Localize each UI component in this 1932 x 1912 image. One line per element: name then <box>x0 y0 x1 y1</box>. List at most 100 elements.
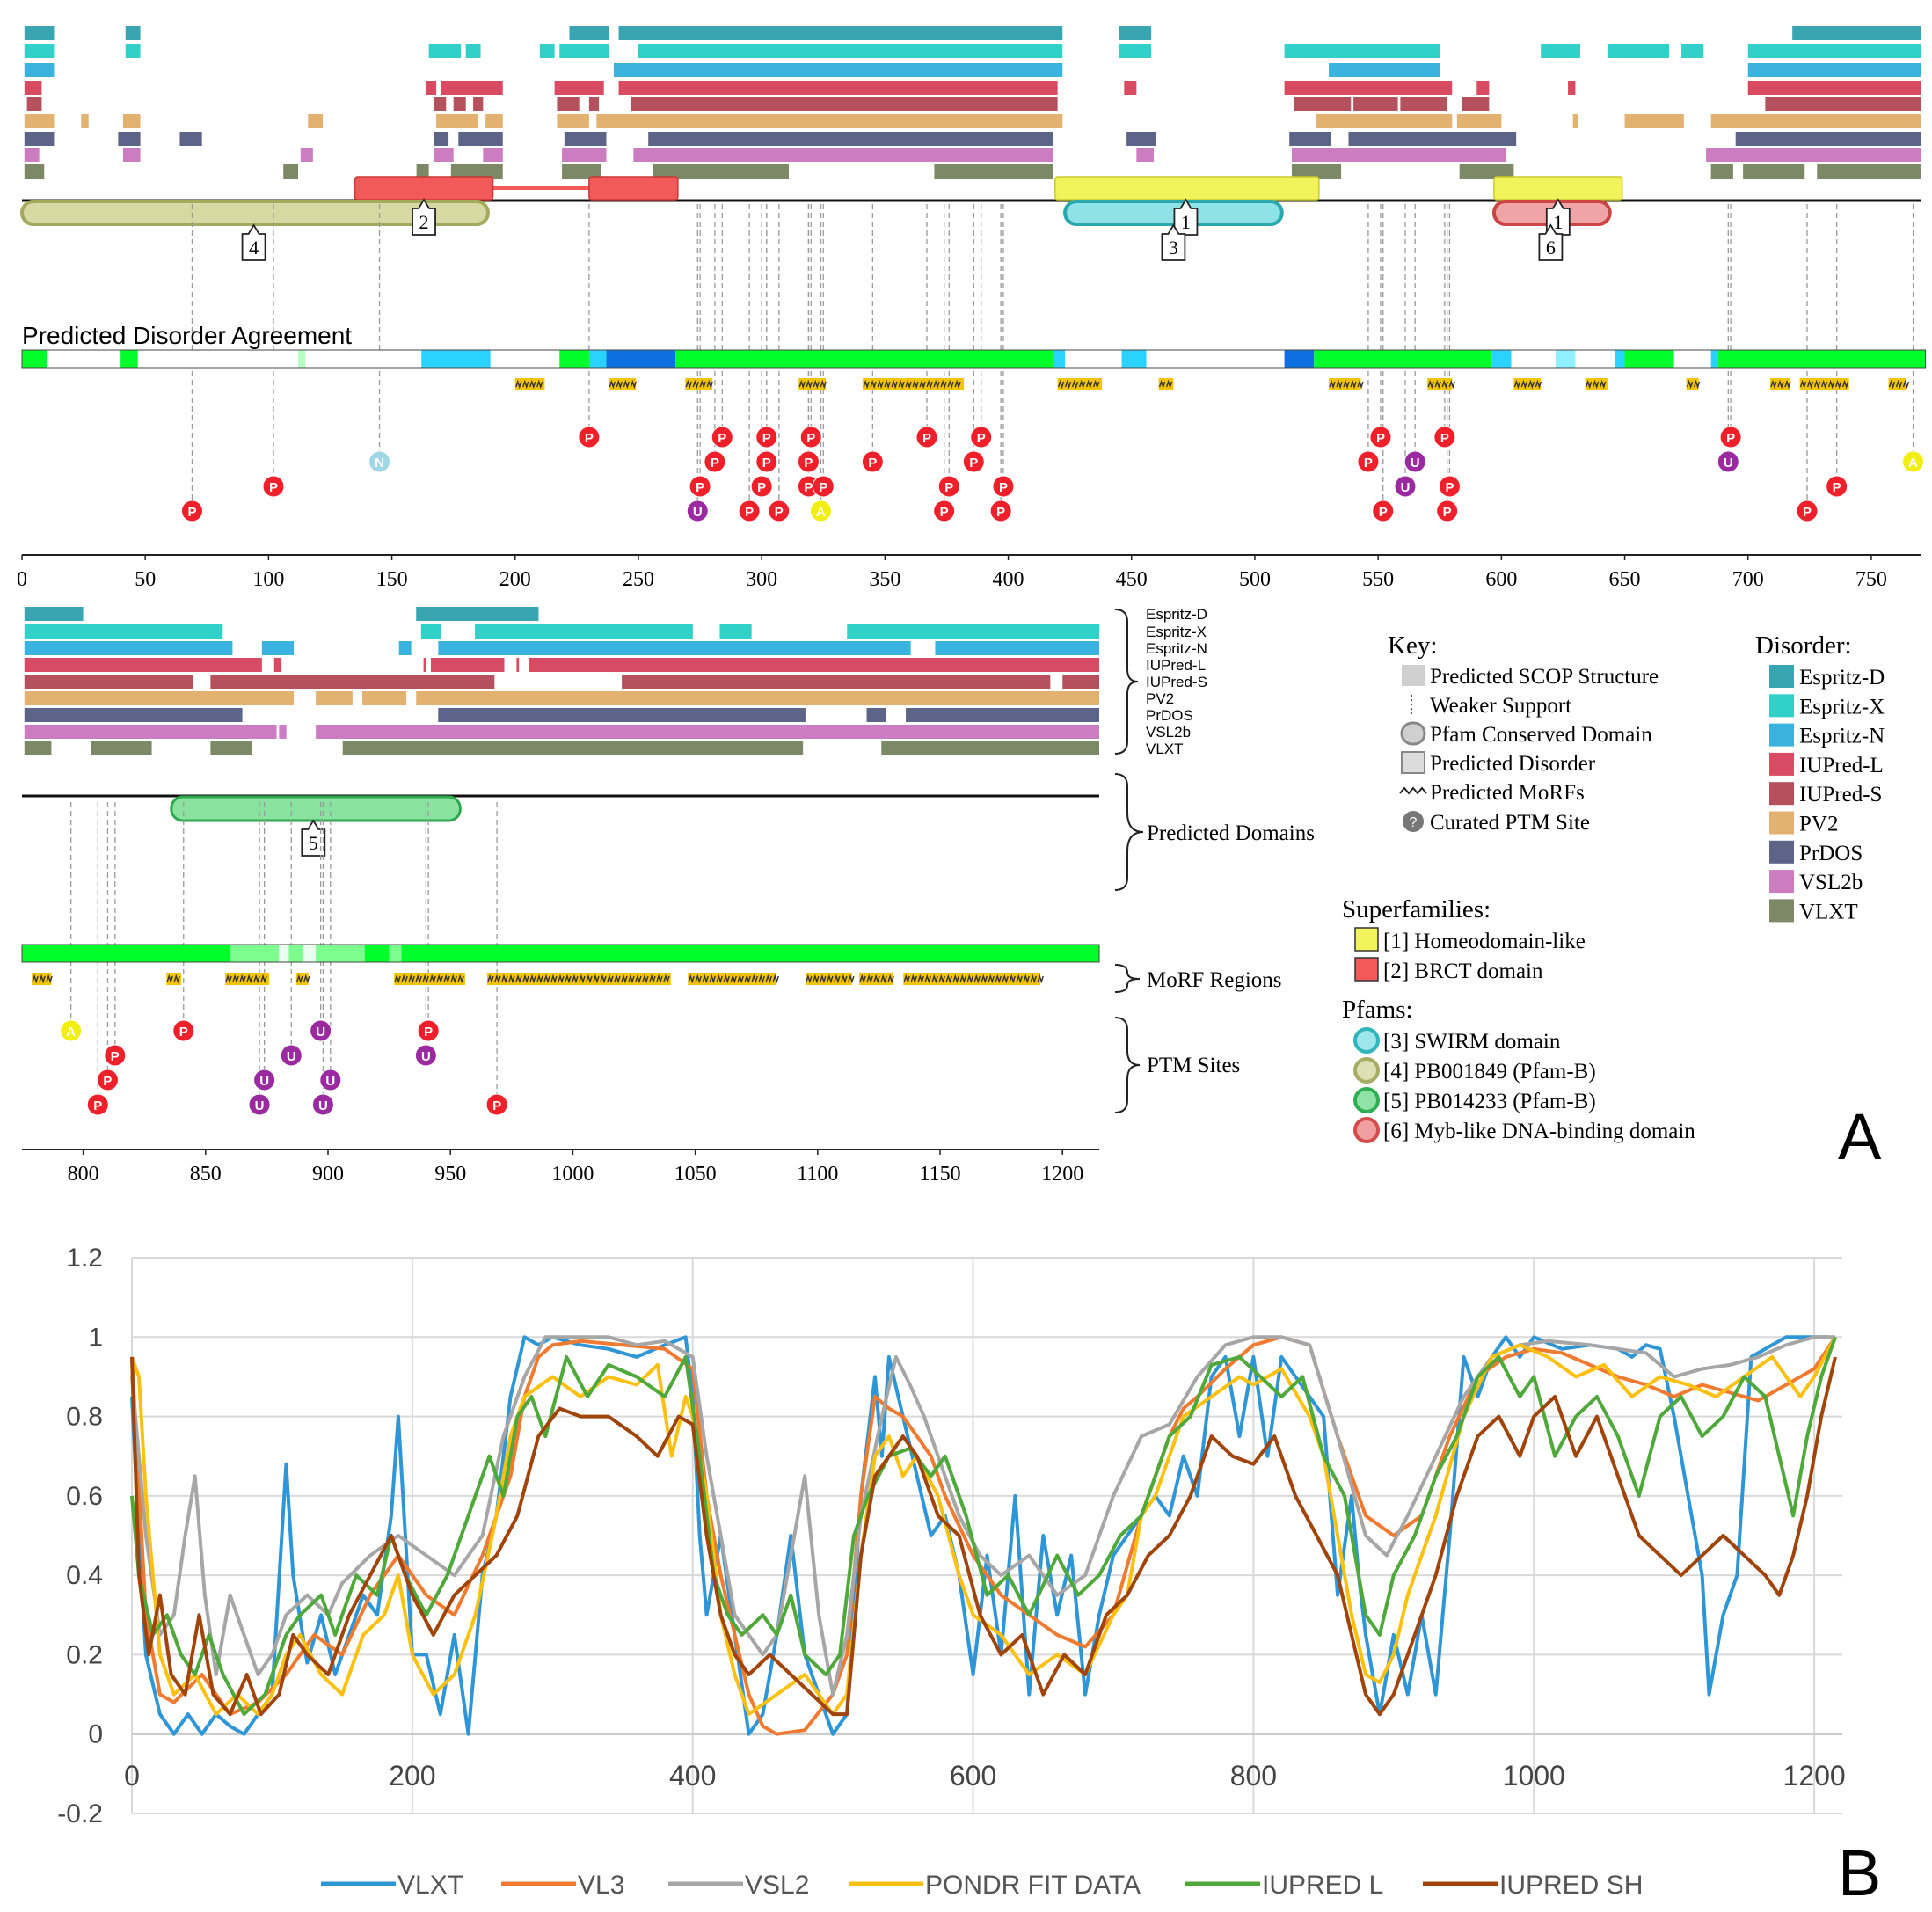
axis-tick-label: 300 <box>746 568 777 591</box>
ptm-site-letter: P <box>1376 431 1385 446</box>
ptm-site-letter: U <box>259 1074 269 1089</box>
track-name-vsl2b: VSL2b <box>1146 724 1191 741</box>
track-bar-pv2 <box>485 114 503 128</box>
agreement-segment <box>589 350 607 368</box>
track-bar-prdos <box>1348 132 1516 146</box>
track-bar-vsl2b <box>1706 148 1921 162</box>
ptm-site-letter: P <box>93 1098 102 1113</box>
ptm-sites-bottom: APPPPUUUUUUPUP <box>61 1020 507 1115</box>
domain-pfam-3 <box>1065 201 1282 224</box>
track-bar-iupred-l <box>529 658 1099 672</box>
agreement-segment <box>1512 350 1556 368</box>
pfam-item-5: [5] PB014233 (Pfam-B) <box>1383 1090 1596 1113</box>
track-bar-vlxt <box>1743 164 1804 179</box>
disorder-legend-item: PV2 <box>1799 813 1838 836</box>
agreement-segment <box>607 350 676 368</box>
domain-tag-label: 3 <box>1169 237 1178 259</box>
legend-label: VL3 <box>578 1871 624 1900</box>
ptm-site-letter: U <box>325 1074 335 1089</box>
track-bar-espritz-n <box>399 641 412 655</box>
track-bar-espritz-x <box>1748 44 1921 58</box>
domain-pfam-5 <box>171 797 461 821</box>
pfam-item-6: [6] Myb-like DNA-binding domain <box>1383 1120 1695 1143</box>
track-name-iupred-l: IUPred-L <box>1146 657 1206 674</box>
track-name-vlxt: VLXT <box>1146 741 1184 757</box>
track-bar-prdos <box>438 708 806 722</box>
track-bar-iupred-s <box>557 97 579 111</box>
ptm-site-letter: P <box>806 431 815 446</box>
track-bar-vsl2b <box>434 148 453 162</box>
domain-tag-label: 5 <box>309 832 318 854</box>
disorder-legend-swatch <box>1769 782 1794 805</box>
axis-tick-label: 1200 <box>1041 1163 1083 1186</box>
track-bar-iupred-s <box>25 675 193 689</box>
superfamily-item-2: [2] BRCT domain <box>1383 960 1543 983</box>
ptm-site-letter: U <box>1411 456 1420 471</box>
agreement-segment <box>1718 350 1926 368</box>
agreement-segment <box>1053 350 1065 368</box>
track-bar-iupred-l <box>25 658 262 672</box>
track-bar-prdos <box>565 132 607 146</box>
disorder-legend-item: Espritz-X <box>1799 695 1885 719</box>
axis-tick-label: 950 <box>434 1163 466 1186</box>
bracket-label-morf: MoRF Regions <box>1147 968 1282 992</box>
track-bar-iupred-s <box>434 97 446 111</box>
disorder-legend-swatch <box>1769 812 1794 835</box>
disorder-legend-item: Espritz-D <box>1799 666 1885 690</box>
disorder-legend-swatch <box>1769 870 1794 893</box>
track-bar-prdos <box>867 708 886 722</box>
morf-zigzag-icon <box>1400 788 1426 793</box>
track-bar-iupred-l <box>25 81 42 95</box>
ptm-site-letter: P <box>969 456 978 471</box>
superfamily-legend: Superfamilies: [1] Homeodomain-like [2] … <box>1342 895 1695 1143</box>
agreement-segment <box>138 350 298 368</box>
figure-canvas: 42 1316 Predicted Disorder Agreement PPNP… <box>0 0 1932 1912</box>
agreement-segment <box>298 350 305 368</box>
track-bar-vsl2b <box>279 725 286 739</box>
axis-tick-label: 500 <box>1239 568 1271 591</box>
ptm-site-letter: P <box>1445 480 1454 495</box>
ptm-site-letter: A <box>1908 456 1918 471</box>
track-bar-vsl2b <box>301 148 313 162</box>
track-bar-iupred-l <box>431 658 505 672</box>
domain-superfamily-1 <box>1055 177 1319 200</box>
series-line-vlxt <box>132 1337 1828 1733</box>
ptm-site-letter: P <box>1443 505 1452 520</box>
track-bar-pv2 <box>25 691 294 705</box>
disorder-legend-swatch <box>1769 665 1794 688</box>
track-bar-pv2 <box>1711 114 1921 128</box>
track-bar-espritz-n <box>25 63 55 77</box>
key-item-weaker: Weaker Support <box>1430 694 1571 718</box>
agreement-bar-top <box>22 350 1926 368</box>
ptm-site-letter: P <box>757 480 766 495</box>
axis-tick-label: 0 <box>17 568 27 591</box>
track-bar-espritz-x <box>429 44 461 58</box>
agreement-segment <box>288 945 303 962</box>
track-bar-espritz-n <box>935 641 1099 655</box>
track-bar-iupred-l <box>426 81 436 95</box>
track-bar-prdos <box>458 132 502 146</box>
axis-tick-label: 850 <box>190 1163 222 1186</box>
axis-tick-label: 250 <box>623 568 654 591</box>
track-bar-pv2 <box>416 691 1099 705</box>
axis-tick-label: 350 <box>869 568 900 591</box>
track-bar-prdos <box>179 132 201 146</box>
agreement-segment <box>1147 350 1285 368</box>
track-bar-vsl2b <box>562 148 606 162</box>
ptm-site-letter: P <box>718 431 726 446</box>
disorder-legend-title: Disorder: <box>1755 631 1852 660</box>
track-bar-iupred-s <box>622 675 1050 689</box>
bracket-label-ptm: PTM Sites <box>1147 1054 1240 1077</box>
track-bar-pv2 <box>436 114 478 128</box>
brct-swatch <box>1355 958 1378 981</box>
key-item-pfam: Pfam Conserved Domain <box>1430 723 1652 747</box>
agreement-segment <box>1556 350 1575 368</box>
track-bar-espritz-x <box>126 44 141 58</box>
track-bar-vsl2b <box>1136 148 1154 162</box>
y-tick-label: 0.4 <box>66 1561 103 1590</box>
axis-tick-label: 450 <box>1116 568 1148 591</box>
ptm-site-icon-glyph: ? <box>1410 815 1418 830</box>
ptm-site-letter: A <box>66 1025 76 1040</box>
track-bar-espritz-d <box>1792 26 1921 40</box>
track-bar-espritz-x <box>1608 44 1669 58</box>
